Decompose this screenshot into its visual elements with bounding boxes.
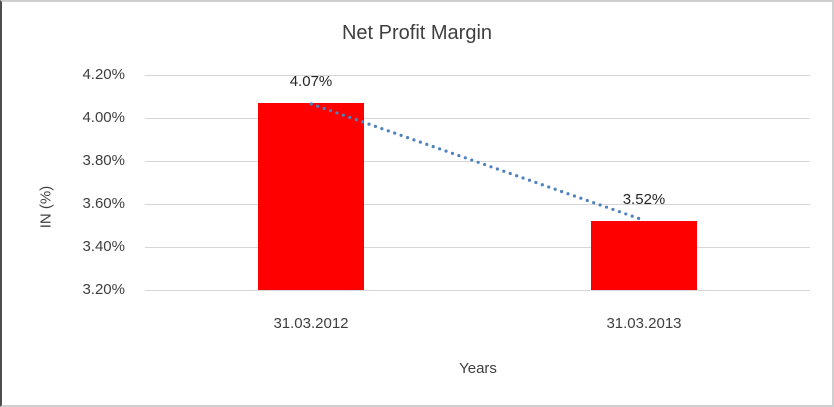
y-axis-tick-label: 3.60% <box>82 195 125 212</box>
y-axis-tick-label: 3.80% <box>82 152 125 169</box>
y-axis-tick-label: 3.40% <box>82 238 125 255</box>
y-axis-tick-label: 4.20% <box>82 66 125 83</box>
bar-31.03.2012[interactable] <box>258 103 364 290</box>
gridline <box>145 247 810 248</box>
gridline <box>145 118 810 119</box>
gridline <box>145 161 810 162</box>
y-axis-tick-label: 3.20% <box>82 281 125 298</box>
x-axis-category-label: 31.03.2013 <box>606 315 682 332</box>
data-label: 3.52% <box>622 191 666 208</box>
gridline <box>145 75 810 76</box>
data-label: 4.07% <box>289 73 333 90</box>
y-axis-title: IN (%) <box>37 185 55 229</box>
y-axis-tick-label: 4.00% <box>82 109 125 126</box>
x-axis-title: Years <box>459 360 497 377</box>
bar-31.03.2013[interactable] <box>591 221 697 290</box>
gridline <box>145 290 810 291</box>
chart-title: Net Profit Margin <box>341 22 493 44</box>
x-axis-category-label: 31.03.2012 <box>273 315 349 332</box>
gridline <box>145 204 810 205</box>
